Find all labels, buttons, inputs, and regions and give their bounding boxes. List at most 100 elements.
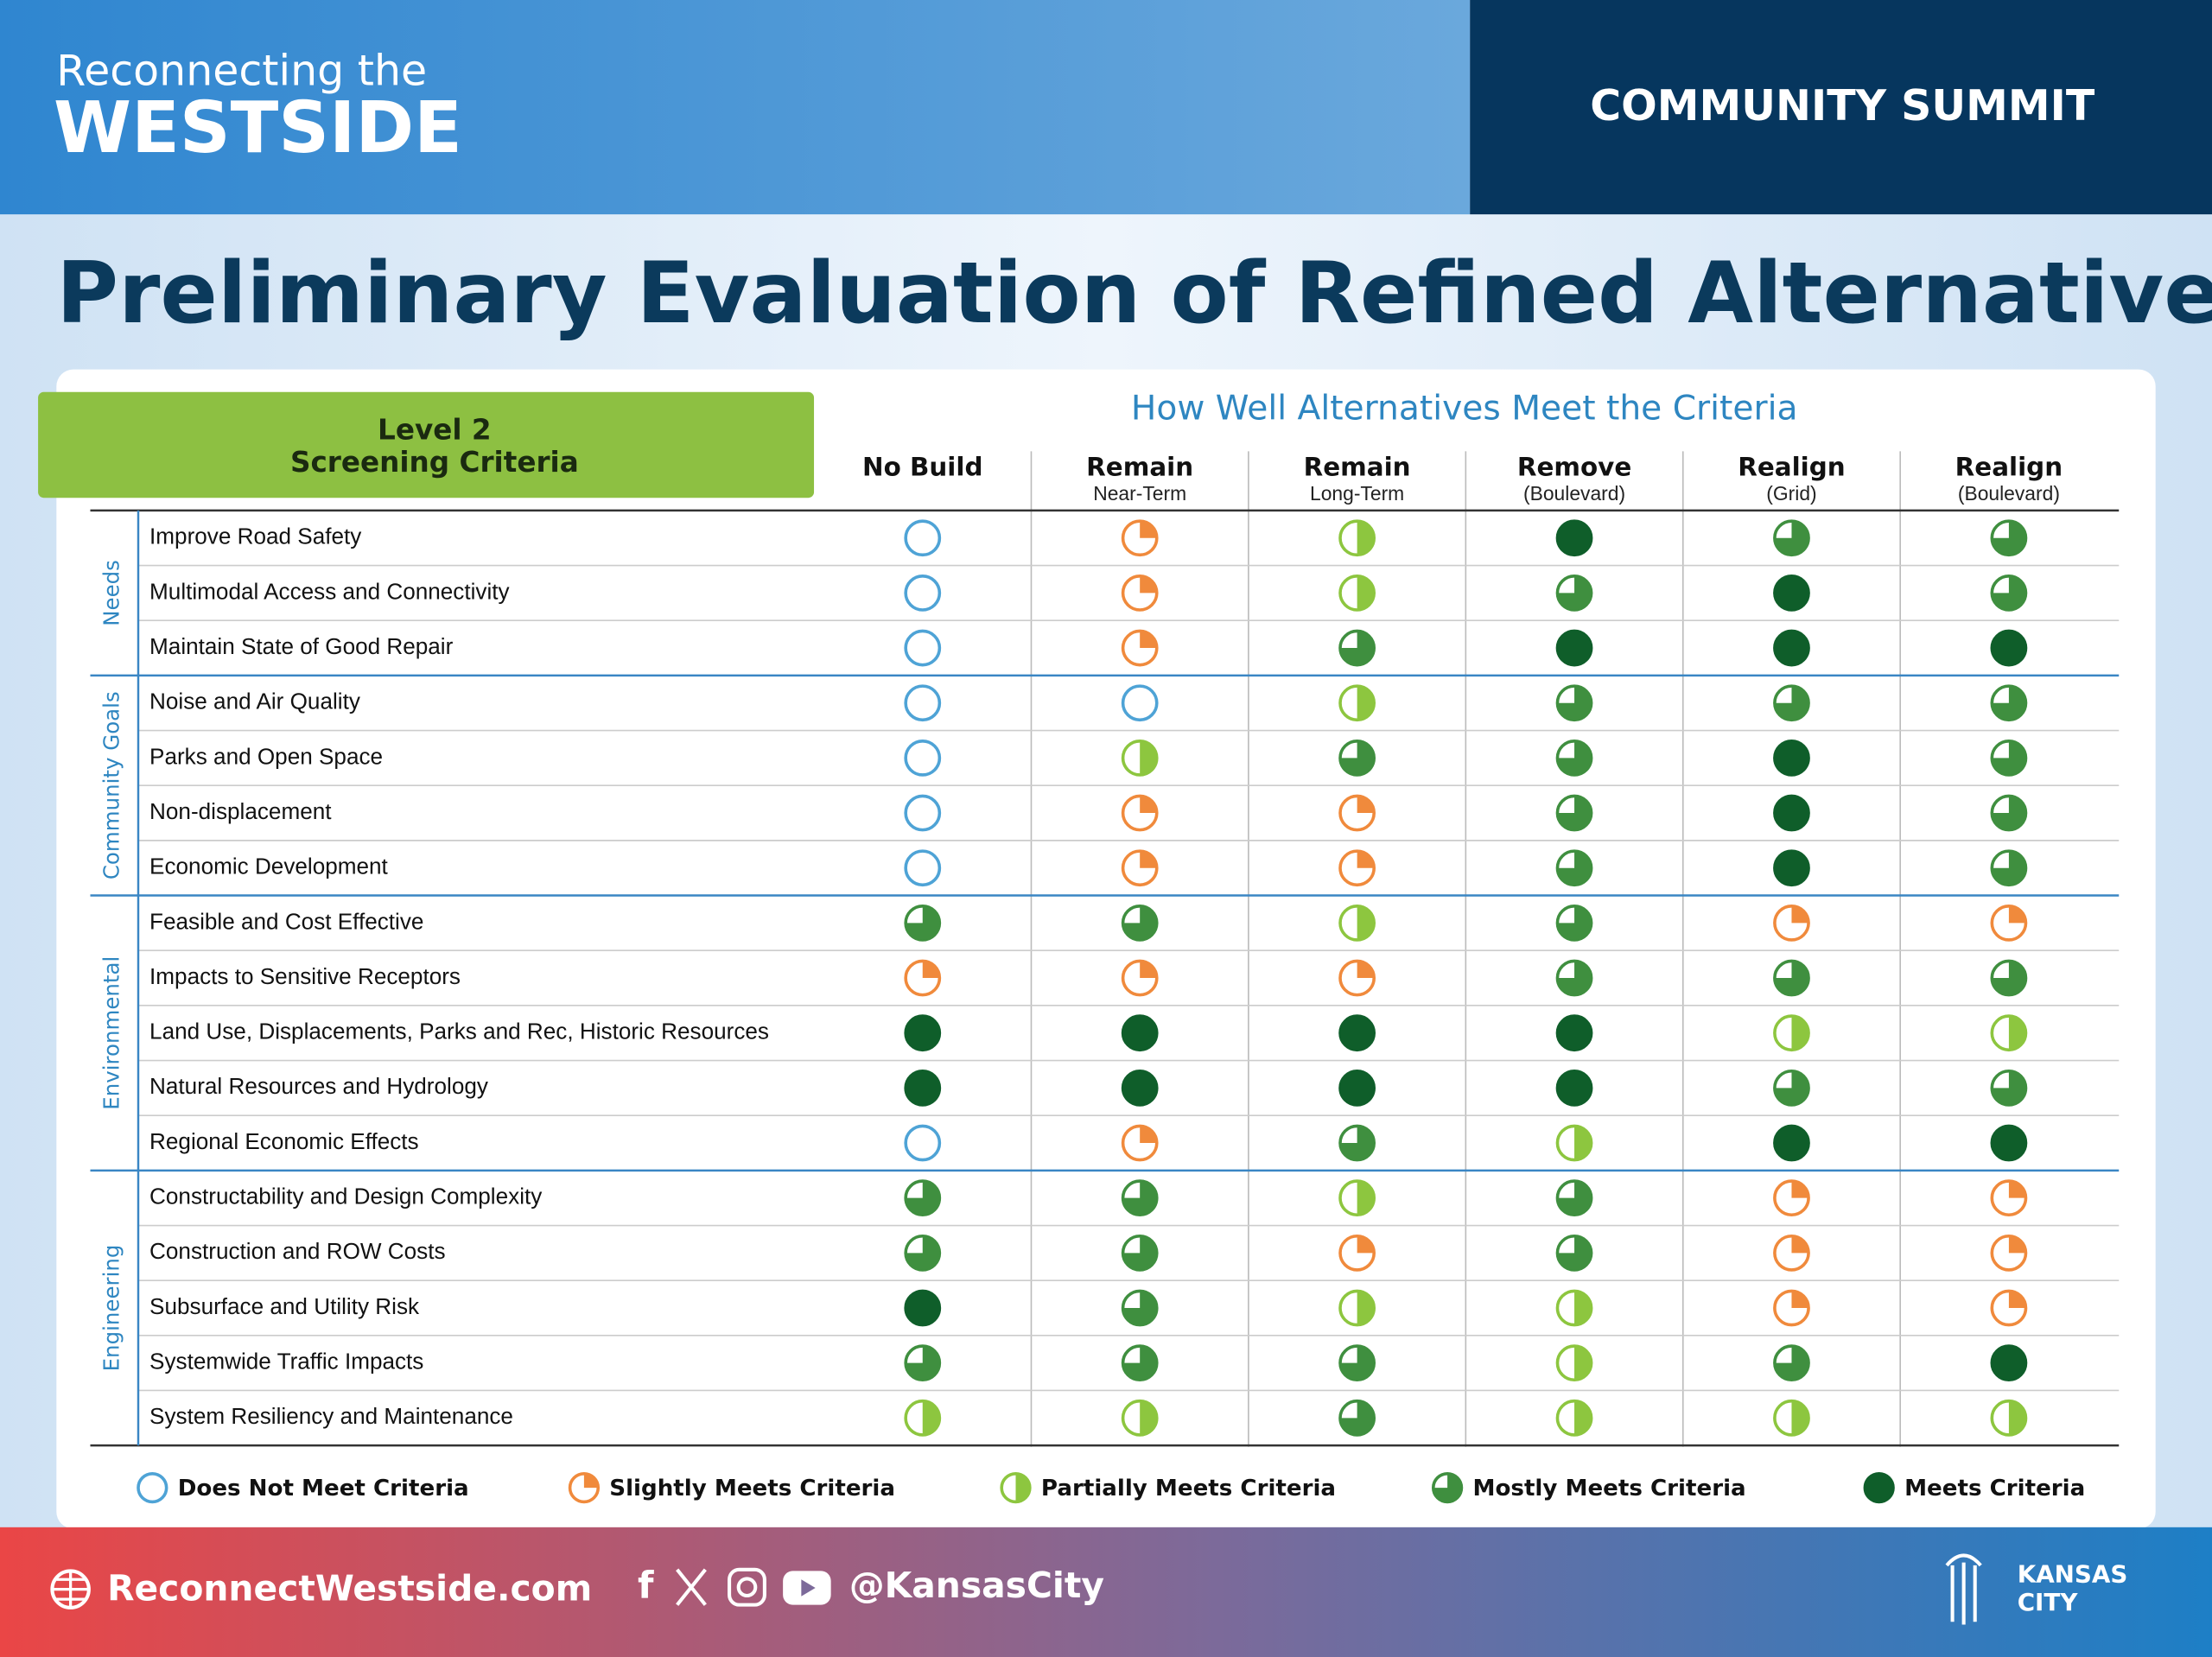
rating-ball — [1773, 575, 1810, 612]
criterion: Constructability and Design Complexity — [149, 1184, 542, 1209]
ball-fill — [1774, 1346, 1809, 1381]
rating-ball — [1773, 739, 1810, 777]
rating-ball — [1990, 1014, 2028, 1052]
rating-ball — [1990, 1234, 2028, 1272]
legend-label: Slightly Meets Criteria — [609, 1476, 895, 1501]
rating-ball — [1555, 1399, 1593, 1437]
logo-icon — [1945, 1553, 1982, 1625]
rating-ball — [1121, 794, 1159, 832]
rating-ball — [1338, 629, 1376, 667]
rating-ball — [1990, 1344, 2028, 1382]
instagram-icon — [736, 1577, 758, 1598]
ball-fill — [1574, 1126, 1592, 1160]
header-banner — [0, 0, 1471, 215]
rating-ball — [1121, 1014, 1159, 1052]
ball-outline — [904, 849, 942, 887]
ball-fill — [1357, 905, 1375, 940]
rating-ball — [1338, 739, 1376, 777]
rating-ball — [1555, 1289, 1593, 1327]
criteria-heading: Level 2 — [378, 413, 492, 446]
ball-fill — [2008, 905, 2026, 924]
rating-ball — [1121, 519, 1159, 557]
rating-ball — [1555, 684, 1593, 722]
title: Preliminary Evaluation of Refined Altern… — [56, 244, 2212, 343]
ball-fill — [1574, 1346, 1592, 1381]
rating-ball — [1990, 519, 2028, 557]
rating-ball — [568, 1472, 601, 1504]
logo-text: KANSAS — [2018, 1559, 2128, 1588]
ball-outline — [904, 575, 942, 612]
rating-ball — [904, 849, 942, 887]
rating-ball — [1338, 904, 1376, 942]
rating-ball — [1990, 1179, 2028, 1217]
ball-fill — [1774, 631, 1809, 665]
criterion: Land Use, Displacements, Parks and Rec, … — [149, 1019, 769, 1044]
rating-ball — [904, 739, 942, 777]
ball-fill — [1791, 1181, 1809, 1198]
column-name: Remain — [1304, 452, 1411, 481]
ball-fill — [922, 961, 940, 979]
ball-fill — [1122, 1016, 1157, 1051]
rating-ball — [904, 959, 942, 997]
criterion: Systemwide Traffic Impacts — [149, 1349, 423, 1374]
rating-ball — [1338, 1014, 1376, 1052]
rating-ball — [1121, 629, 1159, 667]
criterion: Noise and Air Quality — [149, 689, 360, 714]
rating-ball — [1773, 1344, 1810, 1382]
criteria-heading: Screening Criteria — [290, 446, 579, 479]
legend-label: Does Not Meet Criteria — [178, 1476, 469, 1501]
rating-ball — [904, 1234, 942, 1272]
rating-ball — [137, 1472, 168, 1504]
header-panel — [1470, 0, 2212, 215]
ball-fill — [1774, 1070, 1809, 1105]
rating-ball — [904, 1179, 942, 1217]
website: ReconnectWestside.com — [107, 1567, 592, 1609]
ball-fill — [906, 905, 940, 940]
column-name: Remove — [1517, 452, 1631, 481]
criterion: Parks and Open Space — [149, 743, 383, 769]
ball-fill — [1340, 1346, 1375, 1381]
ball-fill — [1791, 1235, 1809, 1254]
rating-ball — [1773, 904, 1810, 942]
ball-fill — [906, 1346, 940, 1381]
ball-fill — [1774, 686, 1809, 721]
rating-ball — [1338, 1179, 1376, 1217]
rating-ball — [1990, 575, 2028, 612]
facebook-icon: f — [638, 1565, 654, 1608]
rating-ball — [1990, 684, 2028, 722]
criterion: System Resiliency and Maintenance — [149, 1403, 513, 1429]
rating-ball — [1990, 1289, 2028, 1327]
rating-ball — [1555, 739, 1593, 777]
ball-fill — [906, 1181, 940, 1216]
legend-label: Mostly Meets Criteria — [1472, 1476, 1745, 1501]
rating-ball — [1121, 1179, 1159, 1217]
rating-ball — [1338, 1344, 1376, 1382]
rating-ball — [1338, 1069, 1376, 1107]
ball-fill — [1774, 961, 1809, 995]
ball-fill — [1140, 961, 1157, 979]
rating-ball — [904, 1069, 942, 1107]
rating-ball — [1555, 904, 1593, 942]
rating-ball — [1555, 519, 1593, 557]
rating-ball — [904, 1344, 942, 1382]
ball-fill — [1557, 905, 1592, 940]
ball-outline — [904, 519, 942, 557]
ball-fill — [1357, 1235, 1375, 1254]
rating-ball — [1990, 739, 2028, 777]
ball-fill — [1357, 575, 1375, 610]
rating-ball — [1555, 629, 1593, 667]
ball-fill — [1015, 1473, 1030, 1502]
criterion: Subsurface and Utility Risk — [149, 1293, 420, 1319]
criterion: Improve Road Safety — [149, 524, 361, 549]
ball-fill — [1865, 1473, 1894, 1502]
ball-fill — [1992, 1346, 2026, 1381]
rating-ball — [1000, 1472, 1032, 1504]
rating-ball — [1773, 959, 1810, 997]
rating-ball — [1555, 1234, 1593, 1272]
ball-fill — [1557, 1070, 1592, 1105]
rating-ball — [1338, 1234, 1376, 1272]
rating-ball — [1121, 575, 1159, 612]
ball-outline — [904, 684, 942, 722]
ball-fill — [906, 1070, 940, 1105]
